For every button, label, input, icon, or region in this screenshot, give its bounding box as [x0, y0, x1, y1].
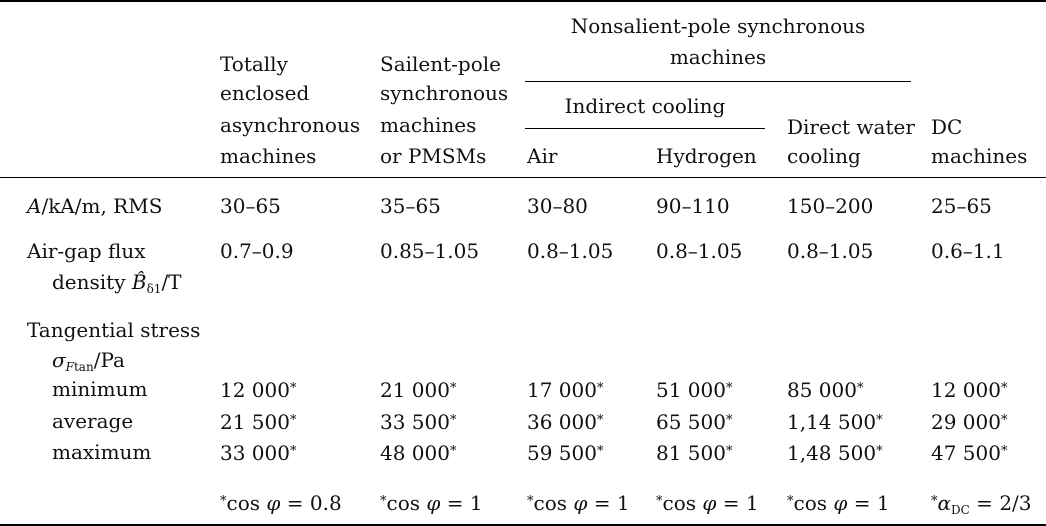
row-label-maximum: maximum [52, 440, 152, 464]
flux-label-prefix: density [52, 270, 132, 294]
cell-max-direct-water: 1,48 500* [787, 441, 883, 465]
cell-max-hydrogen: 81 500* [656, 441, 733, 465]
cell-min-dc: 12 000* [931, 378, 1008, 402]
header-salient-line2: synchronous [380, 81, 509, 105]
cell-min-air: 17 000* [527, 378, 604, 402]
cell-a-async: 30–65 [220, 194, 281, 218]
cell-b-hydrogen: 0.8–1.05 [656, 239, 743, 263]
cell-avg-salient: 33 500* [380, 410, 457, 434]
row-label-flux-line2: density B̂δ1/T [52, 269, 182, 302]
cell-a-direct-water: 150–200 [787, 194, 874, 218]
row-label-linear-current-density: A/kA/m, RMS [27, 193, 162, 219]
cell-a-air: 30–80 [527, 194, 588, 218]
cell-min-salient: 21 000* [380, 378, 457, 402]
indirect-group-rule [525, 128, 765, 129]
footnote-dc: *αDC = 2/3 [931, 491, 1032, 517]
cell-b-salient: 0.85–1.05 [380, 239, 480, 263]
cell-a-dc: 25–65 [931, 194, 992, 218]
row-label-sigma: σFtan/Pa [52, 347, 125, 380]
header-salient-line3: machines [380, 113, 477, 137]
header-bottom-rule [0, 177, 1046, 178]
cell-max-async: 33 000* [220, 441, 297, 465]
cell-min-hydrogen: 51 000* [656, 378, 733, 402]
cell-avg-async: 21 500* [220, 410, 297, 434]
cell-min-async: 12 000* [220, 378, 297, 402]
footnote-direct-water: *cos φ = 1 [787, 491, 890, 515]
footnote-air: *cos φ = 1 [527, 491, 630, 515]
cell-a-hydrogen: 90–110 [656, 194, 730, 218]
header-nonsalient-line1: Nonsalient-pole synchronous [570, 14, 866, 38]
cell-a-salient: 35–65 [380, 194, 441, 218]
footnote-salient: *cos φ = 1 [380, 491, 483, 515]
cell-avg-direct-water: 1,14 500* [787, 410, 883, 434]
header-nonsalient-line2: machines [669, 45, 767, 69]
nonsalient-group-rule [525, 81, 911, 82]
cell-b-direct-water: 0.8–1.05 [787, 239, 874, 263]
cell-avg-hydrogen: 65 500* [656, 410, 733, 434]
row-label-a-rest: /kA/m, RMS [41, 194, 163, 218]
footnote-async: *cos φ = 0.8 [220, 491, 342, 515]
symbol-b-hat: B̂ [131, 270, 147, 294]
header-async-line2: enclosed [220, 81, 310, 105]
cell-b-dc: 0.6–1.1 [931, 239, 1005, 263]
header-direct-water-line2: cooling [787, 144, 861, 168]
header-indirect-cooling: Indirect cooling [564, 94, 726, 118]
header-salient-line4: or PMSMs [380, 144, 487, 168]
header-async-line4: machines [220, 144, 317, 168]
cell-b-async: 0.7–0.9 [220, 239, 294, 263]
cell-min-direct-water: 85 000* [787, 378, 864, 402]
cell-b-air: 0.8–1.05 [527, 239, 614, 263]
cell-max-salient: 48 000* [380, 441, 457, 465]
sigma-unit: /Pa [93, 348, 125, 372]
header-air: Air [527, 144, 558, 168]
bottom-rule [0, 524, 1046, 526]
cell-max-dc: 47 500* [931, 441, 1008, 465]
flux-unit: /T [161, 270, 182, 294]
row-label-tangential-stress: Tangential stress [27, 318, 201, 342]
header-salient-line1: Sailent-pole [380, 52, 502, 76]
header-dc-line1: DC [931, 115, 963, 139]
symbol-a: A [27, 194, 42, 218]
top-rule [0, 0, 1046, 2]
header-hydrogen: Hydrogen [656, 144, 757, 168]
cell-max-air: 59 500* [527, 441, 604, 465]
row-label-average: average [52, 409, 134, 433]
header-direct-water-line1: Direct water [787, 115, 915, 139]
cell-avg-air: 36 000* [527, 410, 604, 434]
footnote-hydrogen: *cos φ = 1 [656, 491, 759, 515]
row-label-minimum: minimum [52, 377, 148, 401]
sigma-subscript: Ftan [65, 360, 94, 374]
flux-subscript: δ1 [146, 282, 162, 296]
cell-avg-dc: 29 000* [931, 410, 1008, 434]
header-async-line3: asynchronous [220, 113, 361, 137]
header-async-line1: Totally [220, 52, 288, 76]
header-dc-line2: machines [931, 144, 1028, 168]
symbol-sigma: σ [52, 348, 66, 372]
row-label-flux-line1: Air-gap flux [27, 239, 146, 263]
